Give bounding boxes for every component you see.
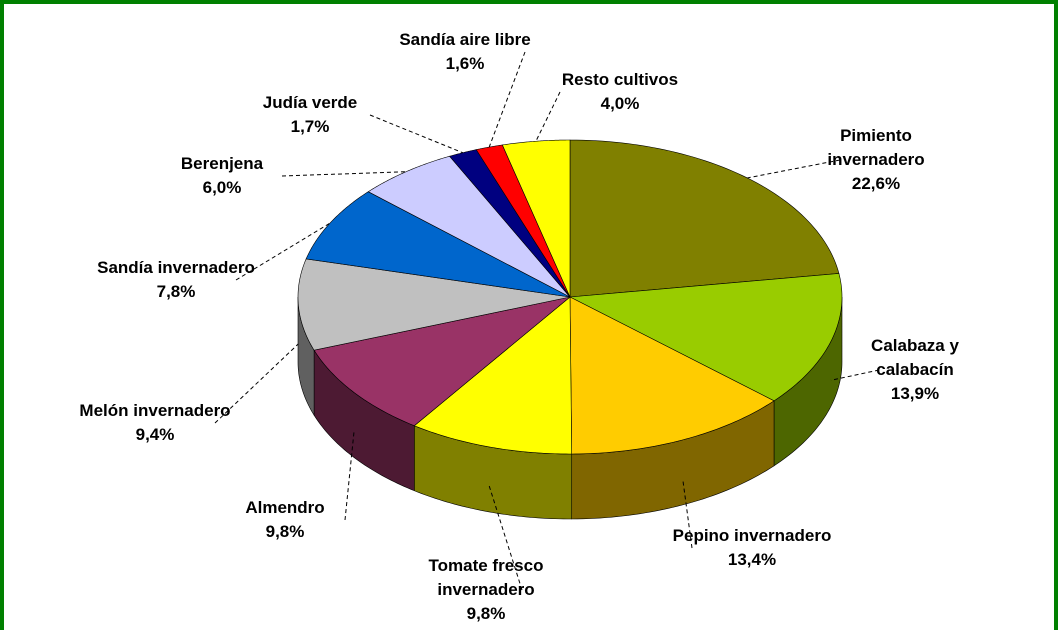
slice-label: Almendro 9,8% [245, 496, 324, 544]
slice-label: Pimiento invernadero 22,6% [811, 124, 941, 196]
slice [501, 139, 571, 298]
leader-line [682, 478, 693, 549]
leader-line [344, 431, 355, 521]
category-label: Melón invernadero [79, 401, 231, 420]
value-label: 13,9% [890, 384, 940, 403]
category-label: Tomate fresco invernadero [428, 556, 544, 599]
slice-label: Tomate fresco invernadero 9,8% [401, 554, 571, 626]
slice [568, 273, 843, 402]
slice-label: Berenjena 6,0% [181, 152, 263, 200]
slice-label: Pepino invernadero 13,4% [673, 524, 832, 572]
category-label: Calabaza y calabacín [871, 336, 959, 379]
value-label: 13,4% [727, 550, 777, 569]
category-label: Almendro [245, 498, 325, 517]
value-label: 1,6% [445, 54, 485, 73]
category-label: Resto cultivos [561, 70, 679, 89]
value-label: 9,8% [466, 604, 506, 623]
leader-line [281, 171, 407, 177]
slice-label: Melón invernadero 9,4% [79, 399, 230, 447]
leader-line [235, 222, 331, 281]
slice [569, 139, 840, 298]
slice [297, 258, 571, 351]
value-label: 4,0% [600, 94, 640, 113]
slice [569, 296, 775, 455]
slice-label: Sandía invernadero 7,8% [97, 256, 255, 304]
slice-label: Sandía aire libre 1,6% [399, 28, 530, 76]
slice [413, 296, 573, 455]
value-label: 9,8% [265, 522, 305, 541]
slice [367, 155, 571, 298]
value-label: 1,7% [290, 117, 330, 136]
value-label: 22,6% [851, 174, 901, 193]
value-label: 9,4% [135, 425, 175, 444]
category-label: Pimiento invernadero [827, 126, 925, 169]
slice-label: Judía verde 1,7% [263, 91, 358, 139]
leader-line [369, 114, 463, 154]
slice [313, 296, 571, 427]
leader-line [535, 91, 561, 142]
leader-line [488, 51, 526, 148]
leader-line [214, 343, 299, 424]
value-label: 7,8% [156, 282, 196, 301]
category-label: Pepino invernadero [672, 526, 832, 545]
category-label: Sandía aire libre [399, 30, 531, 49]
category-label: Berenjena [180, 154, 264, 173]
category-label: Judía verde [262, 93, 358, 112]
value-label: 6,0% [202, 178, 242, 197]
slice-label: Calabaza y calabacín 13,9% [845, 334, 985, 406]
slice [305, 191, 571, 298]
slice [475, 144, 571, 298]
category-label: Sandía invernadero [97, 258, 255, 277]
slice [449, 149, 571, 298]
leader-line [830, 369, 880, 381]
leader-line [747, 159, 841, 179]
slice-label: Resto cultivos 4,0% [562, 68, 678, 116]
